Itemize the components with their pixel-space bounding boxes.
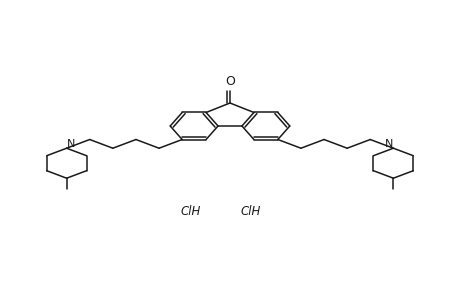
Text: ClH: ClH [180, 205, 201, 218]
Text: N: N [384, 139, 392, 149]
Text: N: N [67, 139, 75, 149]
Text: ClH: ClH [240, 205, 260, 218]
Text: O: O [224, 75, 235, 88]
